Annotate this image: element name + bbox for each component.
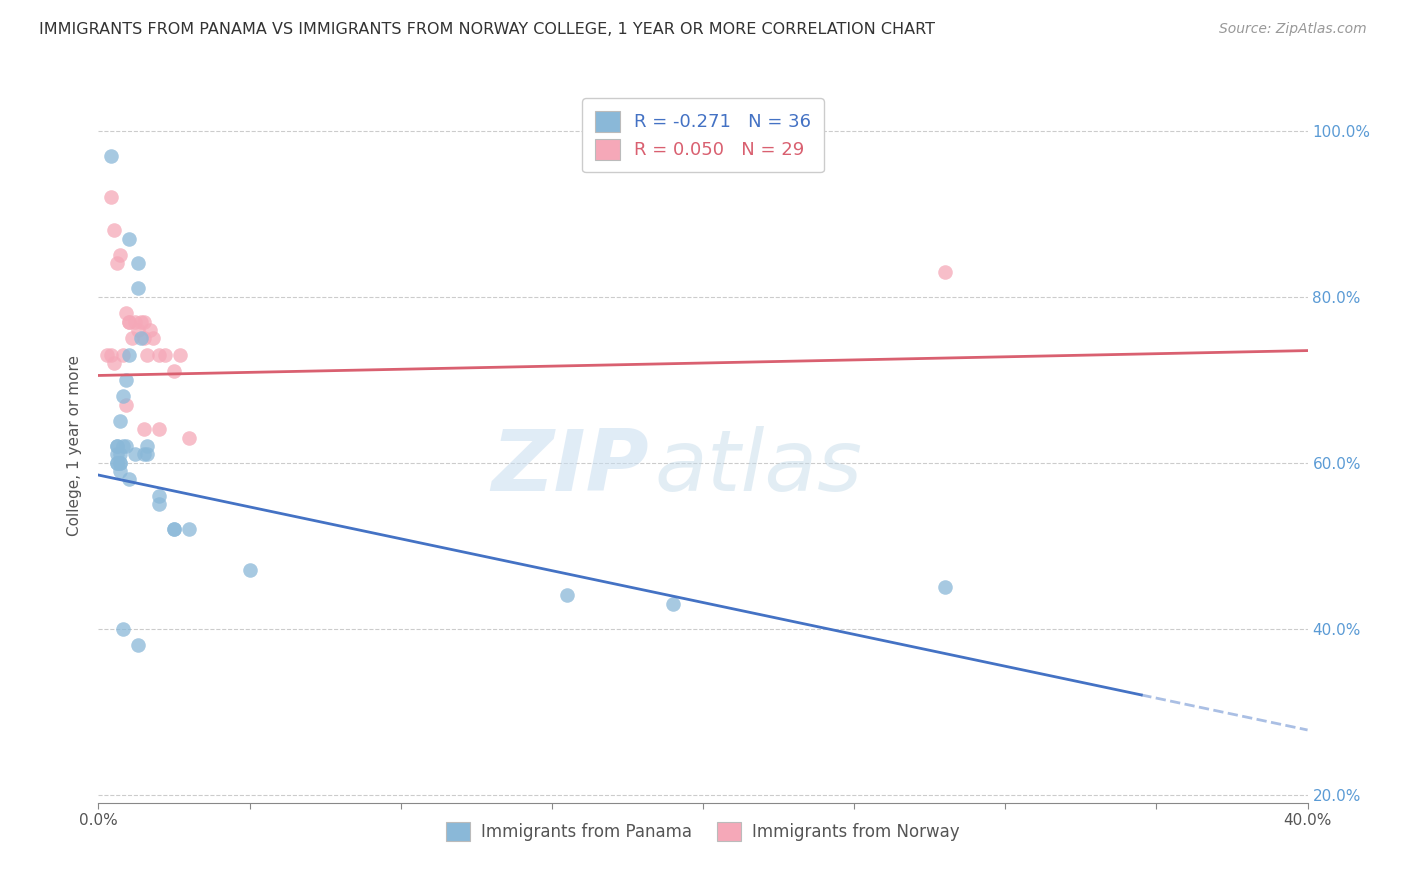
Point: [118, 348, 141, 362]
Point: [96, 348, 118, 362]
Point: [108, 248, 131, 262]
Point: [114, 373, 136, 387]
Y-axis label: College, 1 year or more: College, 1 year or more: [67, 356, 83, 536]
Text: ZIP: ZIP: [491, 425, 648, 509]
Point: [132, 422, 155, 436]
Point: [163, 522, 186, 536]
Point: [148, 497, 170, 511]
Point: [132, 447, 155, 461]
Point: [108, 464, 131, 478]
Point: [121, 331, 143, 345]
Point: [239, 564, 262, 578]
Point: [108, 414, 131, 428]
Point: [139, 323, 162, 337]
Point: [118, 314, 141, 328]
Point: [135, 447, 157, 461]
Text: IMMIGRANTS FROM PANAMA VS IMMIGRANTS FROM NORWAY COLLEGE, 1 YEAR OR MORE CORRELA: IMMIGRANTS FROM PANAMA VS IMMIGRANTS FRO…: [39, 22, 935, 37]
Point: [105, 256, 128, 270]
Point: [105, 456, 128, 470]
Point: [105, 456, 128, 470]
Point: [148, 348, 170, 362]
Point: [129, 314, 152, 328]
Point: [127, 323, 149, 337]
Point: [111, 439, 134, 453]
Point: [135, 439, 157, 453]
Point: [103, 356, 125, 370]
Point: [661, 597, 683, 611]
Point: [114, 439, 136, 453]
Point: [179, 431, 201, 445]
Point: [934, 580, 956, 594]
Point: [114, 306, 136, 320]
Point: [129, 331, 152, 345]
Text: Source: ZipAtlas.com: Source: ZipAtlas.com: [1219, 22, 1367, 37]
Point: [148, 489, 170, 503]
Point: [114, 397, 136, 411]
Point: [127, 638, 149, 652]
Point: [105, 447, 128, 461]
Point: [100, 348, 122, 362]
Point: [100, 148, 122, 162]
Point: [132, 331, 155, 345]
Point: [118, 472, 141, 486]
Point: [111, 622, 134, 636]
Point: [142, 331, 165, 345]
Point: [169, 348, 191, 362]
Point: [118, 314, 141, 328]
Point: [105, 439, 128, 453]
Point: [108, 447, 131, 461]
Text: atlas: atlas: [655, 425, 863, 509]
Point: [108, 456, 131, 470]
Point: [124, 314, 146, 328]
Point: [111, 389, 134, 403]
Point: [127, 256, 149, 270]
Point: [555, 588, 578, 602]
Point: [163, 364, 186, 378]
Point: [111, 348, 134, 362]
Point: [163, 522, 186, 536]
Point: [100, 190, 122, 204]
Point: [135, 348, 157, 362]
Point: [132, 314, 155, 328]
Point: [108, 456, 131, 470]
Point: [127, 281, 149, 295]
Point: [103, 223, 125, 237]
Point: [105, 439, 128, 453]
Point: [179, 522, 201, 536]
Point: [153, 348, 176, 362]
Point: [124, 447, 146, 461]
Point: [934, 265, 956, 279]
Point: [148, 422, 170, 436]
Point: [118, 231, 141, 245]
Legend: Immigrants from Panama, Immigrants from Norway: Immigrants from Panama, Immigrants from …: [440, 815, 966, 848]
